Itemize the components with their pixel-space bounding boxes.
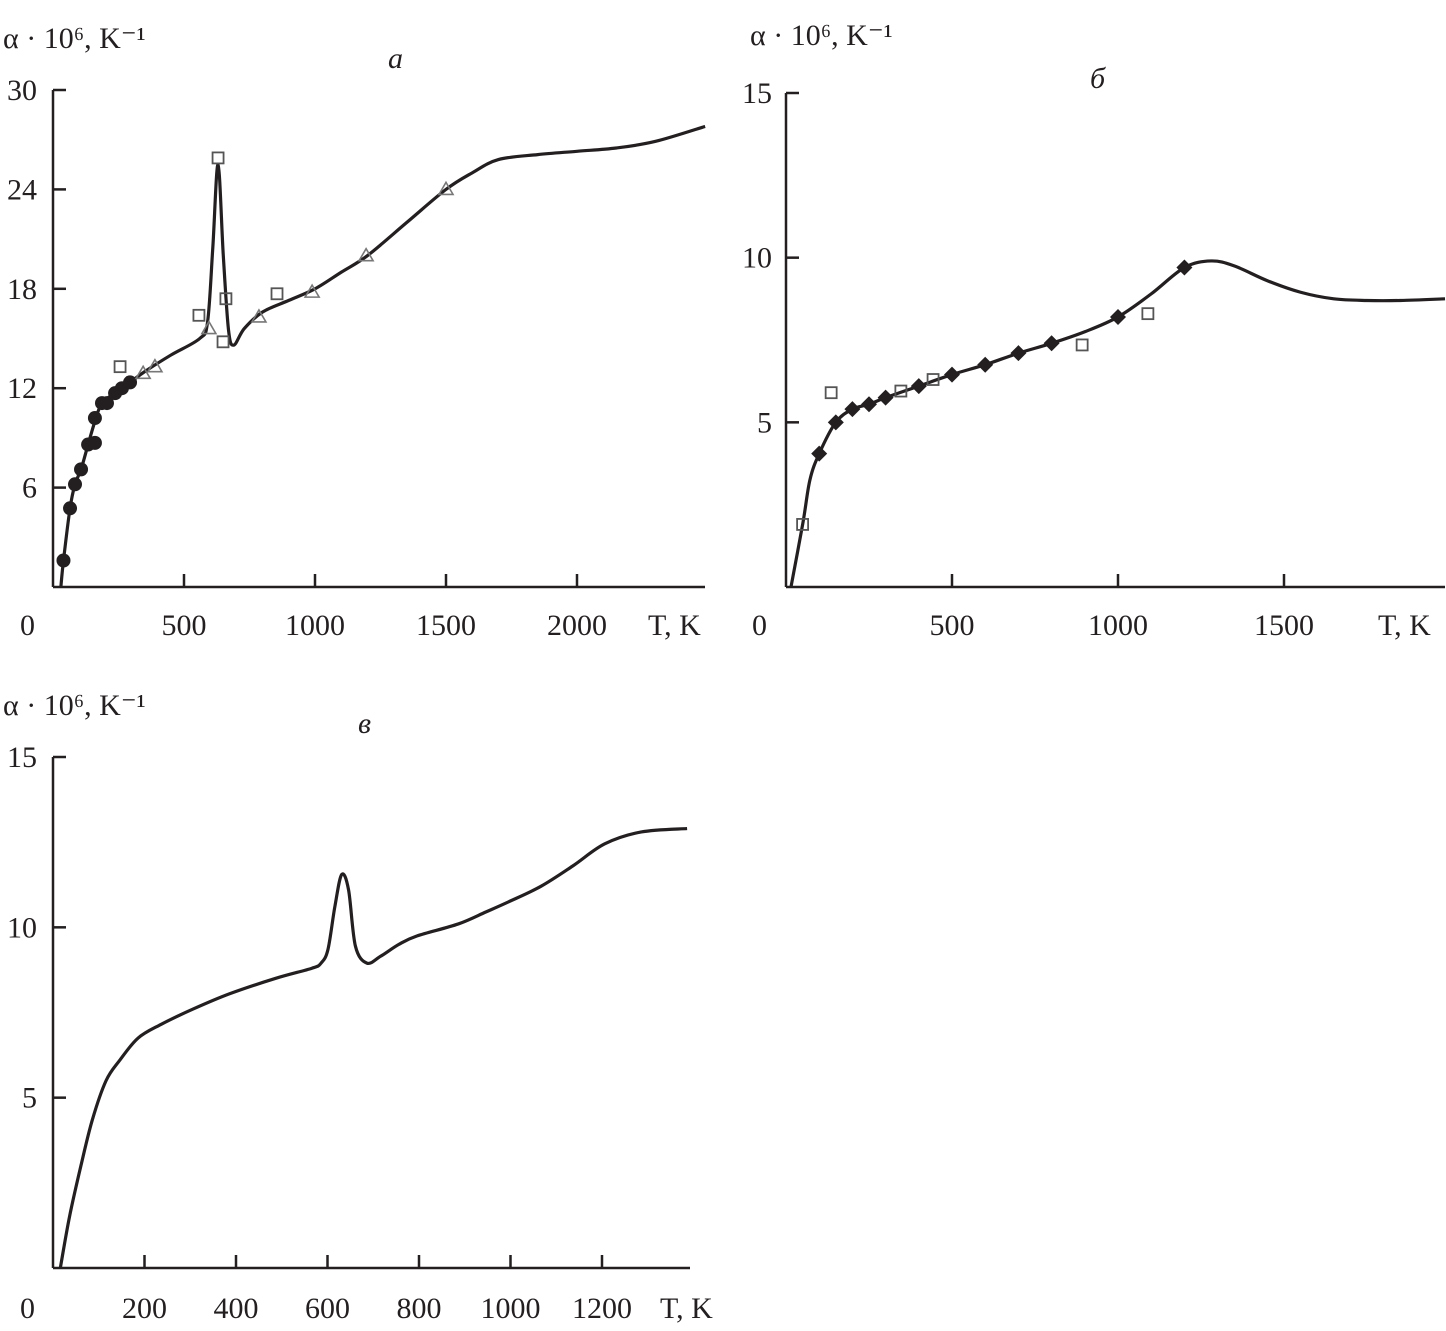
data-point-triangle	[357, 247, 375, 262]
x-tick-label: 500	[162, 609, 207, 642]
data-point-square	[824, 386, 838, 400]
y-tick-label: 10	[742, 242, 772, 275]
data-point-diamond	[910, 378, 927, 395]
x-tick-label: 200	[122, 1292, 167, 1325]
x-tick-label: 2000	[547, 609, 607, 642]
data-point-triangle	[200, 319, 218, 335]
data-point-diamond	[861, 396, 877, 413]
data-point-diamond	[977, 356, 994, 373]
data-point-diamond	[944, 366, 960, 383]
x-tick-label: 1000	[285, 609, 345, 642]
chart-panel-б: 5 10 15 0 500 1000 1500 α · 10⁶, K⁻¹ б T, K	[742, 19, 1446, 642]
data-point-square	[270, 287, 284, 301]
chart-panel-а: 6 12 18 24 30 0 500 1000 1500 2000 α · 10⁶, K⁻¹ а T,…	[3, 22, 706, 642]
x-tick-label: 600	[305, 1292, 350, 1325]
chart-panel-в: 5 10 15 0 200 400 600 800 1000 1200 α · 10⁶, K⁻¹ в T…	[3, 689, 713, 1325]
data-point-square	[796, 518, 809, 531]
y-tick-label: 5	[757, 406, 772, 439]
y-tick-label: 18	[7, 273, 37, 306]
x-tick-label: 1000	[1088, 609, 1148, 642]
data-point-diamond	[811, 445, 828, 462]
panel-label: а	[388, 42, 403, 75]
x-tick-label: 0	[752, 609, 767, 642]
data-point-diamond	[1176, 259, 1193, 276]
x-tick-label: 1500	[416, 609, 476, 642]
x-tick-label: 400	[214, 1292, 259, 1325]
data-point-diamond	[877, 389, 894, 406]
data-point-square	[216, 335, 230, 349]
y-tick-label: 5	[22, 1082, 37, 1115]
data-point-square	[211, 151, 225, 165]
x-tick-label: 1500	[1254, 609, 1314, 642]
panel-label: б	[1090, 62, 1106, 95]
x-tick-label: 0	[20, 609, 35, 642]
data-point-square	[219, 292, 233, 306]
y-tick-label: 6	[22, 472, 37, 505]
x-tick-label: 500	[930, 609, 975, 642]
y-tick-label: 15	[7, 741, 37, 774]
data-point-square	[894, 384, 908, 398]
data-point-square	[192, 308, 206, 322]
x-tick-label: 1000	[481, 1292, 541, 1325]
y-tick-label: 24	[7, 173, 37, 206]
data-point-triangle	[437, 180, 455, 196]
data-point-square	[926, 373, 940, 386]
y-tick-label: 15	[742, 77, 772, 110]
y-axis-label: α · 10⁶, K⁻¹	[750, 19, 893, 52]
data-point-triangle	[303, 283, 321, 298]
y-axis-label: α · 10⁶, K⁻¹	[3, 22, 146, 55]
x-tick-label: 0	[20, 1292, 35, 1325]
y-tick-label: 30	[7, 74, 37, 107]
data-point-triangle	[250, 308, 268, 323]
y-tick-label: 10	[7, 911, 37, 944]
data-point-diamond	[1043, 335, 1060, 352]
fit-curve	[59, 124, 706, 588]
data-point-diamond	[844, 401, 861, 418]
x-tick-label: 800	[397, 1292, 442, 1325]
data-point-circle	[56, 553, 71, 568]
panel-label: в	[358, 707, 371, 740]
data-point-triangle	[146, 358, 164, 373]
y-axis-label: α · 10⁶, K⁻¹	[3, 689, 146, 722]
data-point-circle	[63, 501, 78, 516]
data-point-diamond	[1110, 308, 1126, 325]
data-point-circle	[123, 375, 138, 390]
data-point-square	[113, 360, 127, 374]
y-tick-label: 12	[7, 372, 37, 405]
x-tick-label: 1200	[572, 1292, 632, 1325]
data-point-circle	[87, 411, 102, 426]
x-axis-label: T, K	[660, 1292, 713, 1325]
data-point-circle	[99, 396, 114, 411]
data-point-circle	[68, 477, 83, 492]
fit-curve	[58, 826, 688, 1269]
data-point-circle	[74, 462, 89, 477]
data-point-circle	[87, 435, 102, 450]
data-point-square	[1075, 338, 1089, 352]
data-point-diamond	[827, 414, 844, 431]
x-axis-label: T, K	[648, 609, 701, 642]
x-axis-label: T, K	[1378, 609, 1431, 642]
data-point-diamond	[1010, 345, 1027, 362]
data-point-square	[1141, 307, 1155, 321]
